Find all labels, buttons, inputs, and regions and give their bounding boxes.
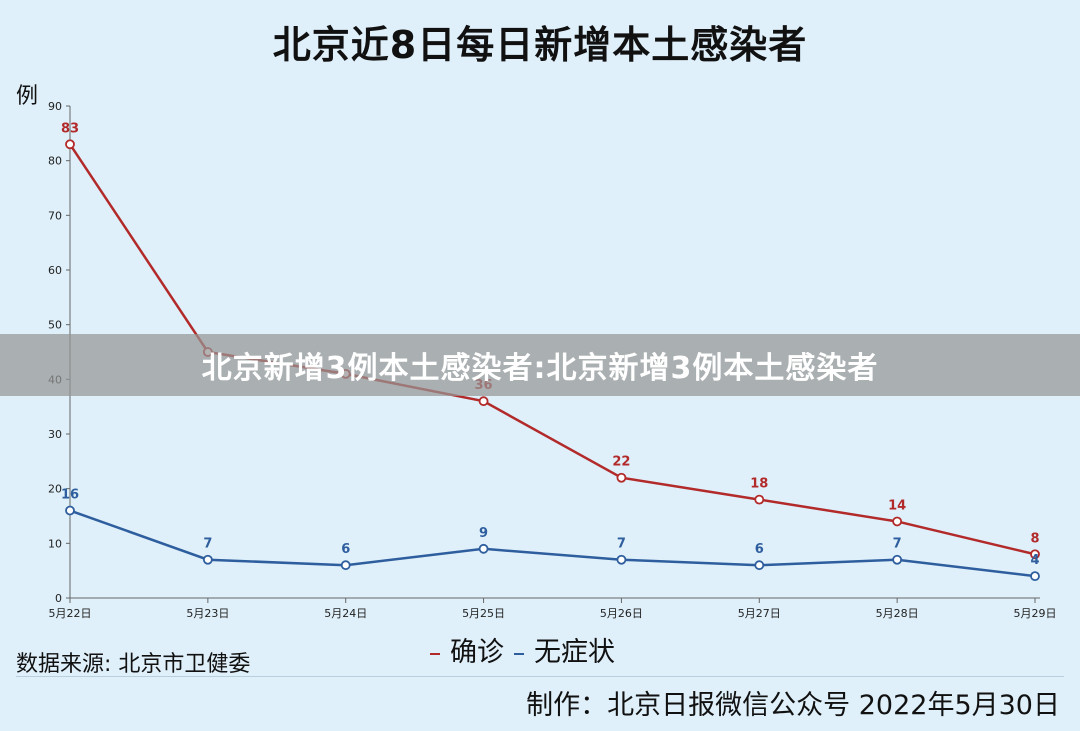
y-tick-label: 80 [48, 155, 62, 168]
legend-item-confirmed: 确诊 [430, 630, 504, 669]
data-point-asymptomatic [478, 543, 489, 554]
data-label-confirmed: 83 [61, 121, 79, 136]
data-point-confirmed [1030, 549, 1040, 560]
data-point-confirmed [65, 139, 75, 150]
data-point-asymptomatic [65, 505, 75, 516]
data-label-confirmed: 22 [612, 455, 630, 470]
x-tick-label: 5月23日 [186, 607, 229, 620]
x-tick-label: 5月28日 [876, 607, 919, 620]
data-point-asymptomatic [202, 554, 213, 565]
data-point-asymptomatic [754, 560, 765, 571]
data-label-asymptomatic: 9 [479, 526, 488, 541]
y-tick-label: 10 [48, 537, 62, 550]
x-tick-label: 5月24日 [324, 607, 367, 620]
chart-title: 北京近8日每日新增本土感染者 [272, 23, 808, 67]
y-tick-label: 50 [48, 319, 62, 332]
credit-line: 制作：北京日报微信公众号 2022年5月30日 [526, 690, 1060, 721]
data-label-asymptomatic: 7 [203, 537, 212, 552]
data-point-asymptomatic [892, 554, 903, 565]
data-label-asymptomatic: 7 [893, 537, 902, 552]
series-asymptomatic: 16 7 6 9 7 6 7 4 [61, 488, 1040, 582]
footer-divider [16, 676, 1064, 677]
y-tick-label: 30 [48, 428, 62, 441]
data-label-asymptomatic: 16 [61, 488, 79, 503]
data-point-confirmed [478, 396, 489, 407]
y-tick-label: 90 [48, 100, 62, 113]
y-tick-label: 20 [48, 483, 62, 496]
data-point-confirmed [892, 516, 903, 527]
data-point-confirmed [754, 494, 765, 505]
legend: 确诊 无症状 [430, 630, 615, 669]
x-tick-label: 5月26日 [600, 607, 643, 620]
data-label-asymptomatic: 6 [341, 542, 350, 557]
data-label-asymptomatic: 4 [1030, 553, 1039, 568]
legend-swatch-confirmed [430, 652, 440, 655]
data-point-asymptomatic [616, 554, 627, 565]
legend-item-asymptomatic: 无症状 [514, 630, 615, 669]
headline-overlay-text: 北京新增3例本土感染者:北京新增3例本土感染者 [201, 351, 879, 386]
series-line-asymptomatic [69, 509, 1036, 578]
headline-overlay-banner: 北京新增3例本土感染者:北京新增3例本土感染者 [0, 334, 1080, 396]
x-axis-ticks: 5月22日 5月23日 5月24日 5月25日 5月26日 5月27日 5月28日 5月29日 [49, 598, 1057, 620]
data-label-asymptomatic: 6 [755, 542, 764, 557]
data-point-asymptomatic [340, 560, 351, 571]
data-point-confirmed [616, 472, 627, 483]
legend-label-asymptomatic: 无症状 [534, 637, 615, 668]
x-tick-label: 5月27日 [738, 607, 781, 620]
data-point-asymptomatic [1030, 571, 1040, 582]
y-tick-label: 0 [55, 592, 62, 605]
data-label-confirmed: 8 [1030, 531, 1039, 546]
y-tick-label: 60 [48, 264, 62, 277]
data-source: 数据来源: 北京市卫健委 [16, 652, 251, 677]
x-tick-label: 5月29日 [1014, 607, 1057, 620]
data-label-asymptomatic: 7 [617, 537, 626, 552]
legend-swatch-asymptomatic [514, 652, 524, 655]
x-tick-label: 5月25日 [462, 607, 505, 620]
data-label-confirmed: 14 [888, 498, 906, 513]
x-tick-label: 5月22日 [49, 607, 92, 620]
y-axis-unit: 例 [16, 84, 39, 109]
y-tick-label: 70 [48, 209, 62, 222]
data-label-confirmed: 18 [750, 477, 768, 492]
legend-label-confirmed: 确诊 [450, 637, 504, 668]
